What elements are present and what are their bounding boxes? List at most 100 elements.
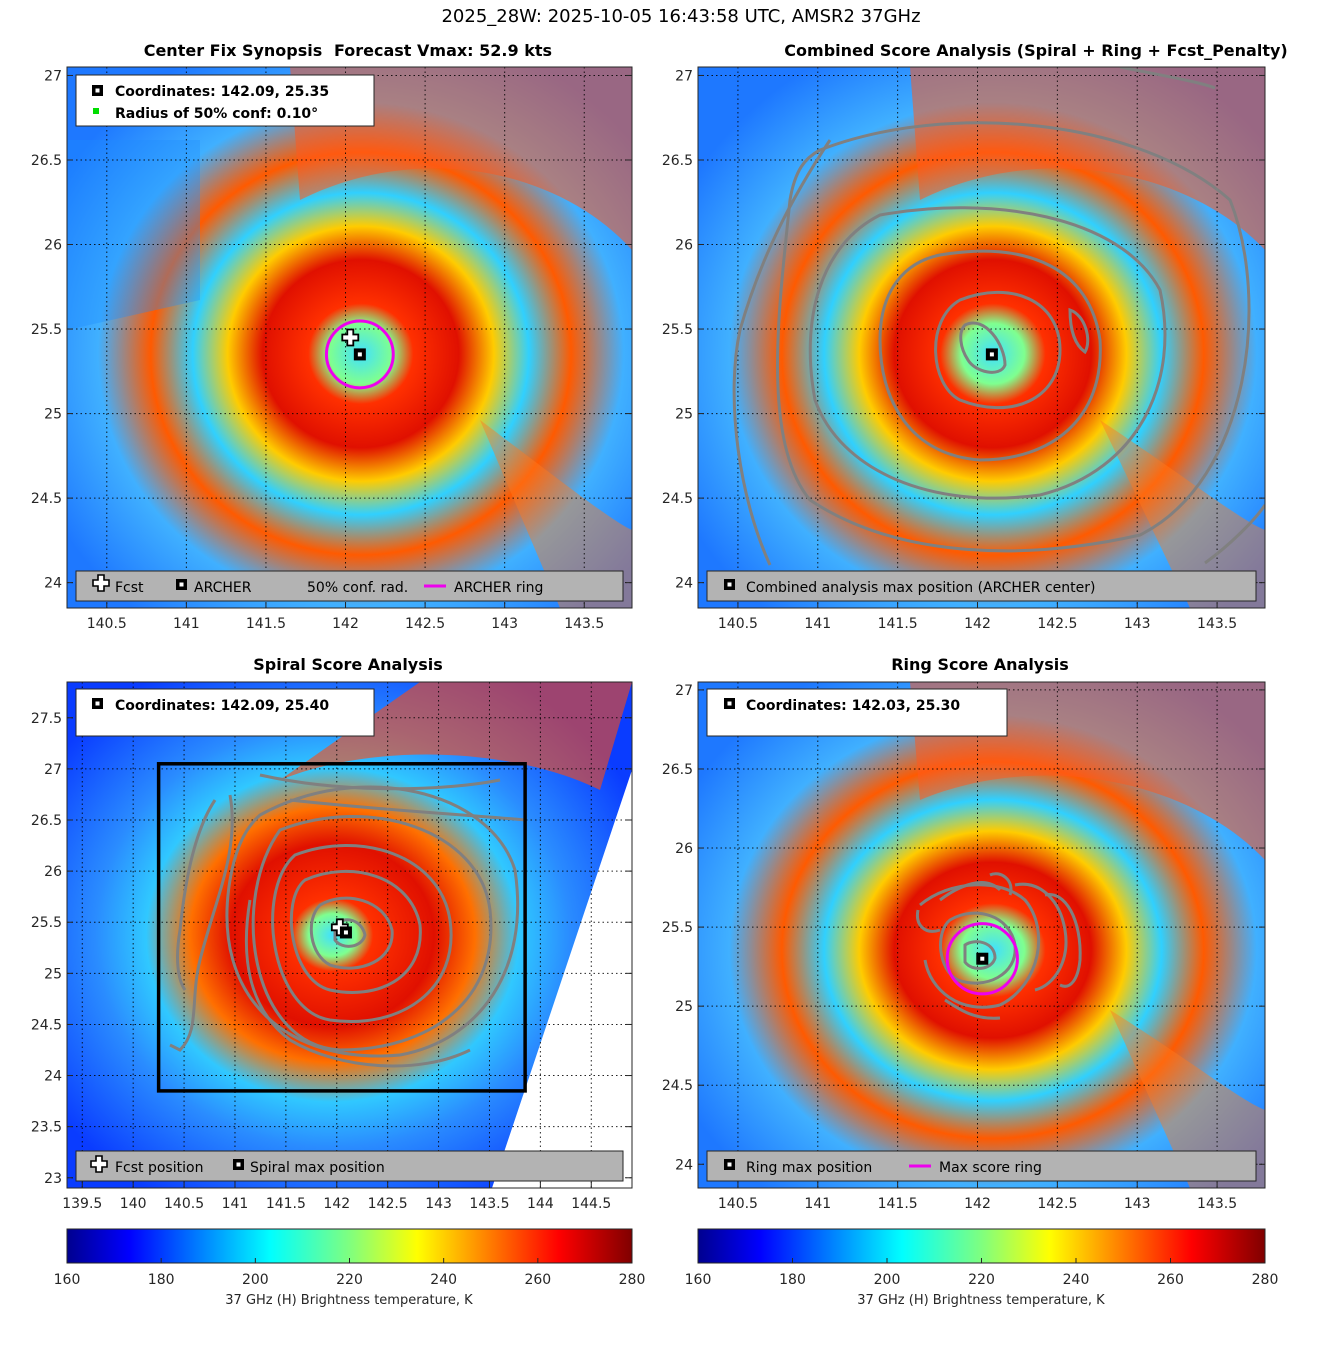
y-tick-label: 26.5 (662, 153, 693, 169)
outer-band-north (910, 67, 1265, 250)
panel-combined-score: Combined Score Analysis (Spiral + Ring +… (662, 41, 1288, 632)
y-tick-label: 25.5 (662, 920, 693, 936)
colorbar-ticks: 160 180 200 220 240 260 280 (54, 1258, 646, 1288)
colorbar-tick-label: 260 (1157, 1272, 1184, 1288)
info-radius: Radius of 50% conf: 0.10° (115, 106, 318, 122)
archer-marker (353, 348, 366, 361)
score-contours (915, 872, 1082, 1020)
archer-ring (324, 319, 395, 390)
colorbar-gradient (66, 1228, 633, 1264)
panel-title: Spiral Score Analysis (253, 655, 443, 674)
x-tick-label: 141.5 (878, 616, 918, 632)
panel-title: Combined Score Analysis (Spiral + Ring +… (784, 41, 1287, 60)
y-tick-label: 23.5 (31, 1120, 62, 1136)
x-tick-label: 142 (964, 1196, 991, 1212)
y-tick-label: 26.5 (31, 813, 62, 829)
axes-frame (697, 66, 1266, 609)
x-tick-label: 140.5 (718, 616, 758, 632)
fcst-plus-icon (92, 574, 110, 592)
legend-archer: ARCHER (194, 580, 252, 596)
x-tick-label: 141.5 (266, 1196, 306, 1212)
y-tick-label: 25 (675, 999, 693, 1015)
outer-band-southeast (1100, 420, 1265, 608)
colorbar-tick-label: 260 (524, 1272, 551, 1288)
y-tick-label: 24.5 (662, 491, 693, 507)
x-tick-label: 143.5 (1197, 1196, 1237, 1212)
y-tick-label: 26.5 (31, 153, 62, 169)
axes-frame (697, 681, 1266, 1189)
outer-band-southeast (480, 420, 632, 608)
x-tick-label: 141 (804, 616, 831, 632)
info-coordinates: Coordinates: 142.09, 25.35 (115, 84, 329, 100)
search-box (156, 762, 527, 1093)
x-tick-label: 142.5 (368, 1196, 408, 1212)
info-coordinates: Coordinates: 142.03, 25.30 (746, 698, 960, 714)
y-tick-label: 26 (44, 238, 62, 254)
panel-title-left: Center Fix Synopsis (144, 41, 323, 60)
colorbar-tick-label: 180 (148, 1272, 175, 1288)
swath-gap (492, 682, 632, 1188)
cold-region-west (67, 140, 200, 330)
legend-conf-rad: 50% conf. rad. (307, 580, 408, 596)
axis-ticks: 140.5 141 141.5 142 142.5 143 143.5 24 24.5 25 25.… (662, 68, 1265, 632)
legend-fcst: Fcst (115, 580, 144, 596)
x-tick-label: 144 (527, 1196, 554, 1212)
max-score-ring (945, 922, 1019, 996)
colorbar-tick-label: 200 (242, 1272, 269, 1288)
square-marker-center (357, 352, 362, 357)
axis-ticks: 140.5 141 141.5 142 142.5 143 143.5 24 24.5 25 25.… (662, 683, 1265, 1212)
axis-ticks: 139.5 140 140.5 141 141.5 142 142.5 143 143.5 144… (31, 711, 632, 1212)
legend-spiral-max: Spiral max position (250, 1160, 385, 1176)
y-tick-label: 26.5 (662, 762, 693, 778)
colorbar-left: 160 180 200 220 240 260 280 37 GHz (H) Brightn… (54, 1228, 646, 1308)
legend: Fcst position Spiral max position (75, 1150, 624, 1182)
legend: Combined analysis max position (ARCHER c… (706, 570, 1257, 602)
plus-marker (341, 328, 360, 347)
outer-band-southeast (1110, 1010, 1265, 1188)
colorbar-gradient (697, 1228, 1266, 1264)
x-tick-label: 143.5 (564, 616, 604, 632)
y-tick-label: 25.5 (31, 322, 62, 338)
x-tick-label: 143 (1124, 616, 1151, 632)
x-tick-label: 143 (425, 1196, 452, 1212)
legend: Fcst ARCHER 50% conf. rad. ARCHER ring (75, 570, 624, 602)
spiral-max-marker (339, 926, 352, 939)
panel-center-fix-synopsis: Center Fix Synopsis Forecast Vmax: 52.9 … (31, 41, 633, 632)
y-tick-label: 27 (44, 762, 62, 778)
fcst-marker (341, 328, 360, 347)
x-tick-label: 143.5 (469, 1196, 509, 1212)
legend-fcst-position: Fcst position (115, 1160, 203, 1176)
outer-band-north (280, 682, 632, 790)
y-tick-label: 25.5 (662, 322, 693, 338)
y-tick-label: 24 (675, 576, 693, 592)
y-tick-label: 24.5 (662, 1078, 693, 1094)
y-tick-label: 25.5 (31, 915, 62, 931)
x-tick-label: 141.5 (878, 1196, 918, 1212)
x-tick-label: 141 (804, 1196, 831, 1212)
y-tick-label: 23 (44, 1171, 62, 1187)
colorbar-tick-label: 160 (685, 1272, 712, 1288)
colorbar-ticks: 160 180 200 220 240 260 280 (685, 1258, 1278, 1288)
x-tick-label: 140.5 (87, 616, 127, 632)
colorbar-right: 160 180 200 220 240 260 280 37 GHz (H) Brightn… (685, 1228, 1278, 1308)
y-tick-label: 25 (44, 407, 62, 423)
x-tick-label: 144.5 (571, 1196, 611, 1212)
x-tick-label: 142.5 (1037, 616, 1077, 632)
info-box: Coordinates: 142.09, 25.35 Radius of 50%… (75, 74, 375, 127)
legend-combined-max: Combined analysis max position (ARCHER c… (746, 580, 1095, 596)
colorbar-tick-label: 180 (779, 1272, 806, 1288)
legend: Ring max position Max score ring (706, 1150, 1257, 1182)
y-tick-label: 24.5 (31, 491, 62, 507)
ring-max-marker (976, 952, 989, 965)
colorbar-tick-label: 240 (430, 1272, 457, 1288)
y-tick-label: 26 (44, 864, 62, 880)
x-tick-label: 139.5 (62, 1196, 102, 1212)
y-tick-label: 26 (675, 841, 693, 857)
y-tick-label: 24 (44, 576, 62, 592)
colorbar-tick-label: 280 (619, 1272, 646, 1288)
x-tick-label: 142 (323, 1196, 350, 1212)
panel-ring-score: Ring Score Analysis 140.5 141 141.5 142 142.… (662, 655, 1266, 1212)
colorbar-label: 37 GHz (H) Brightness temperature, K (225, 1293, 473, 1308)
panel-title: Ring Score Analysis (891, 655, 1069, 674)
x-tick-label: 142.5 (1037, 1196, 1077, 1212)
